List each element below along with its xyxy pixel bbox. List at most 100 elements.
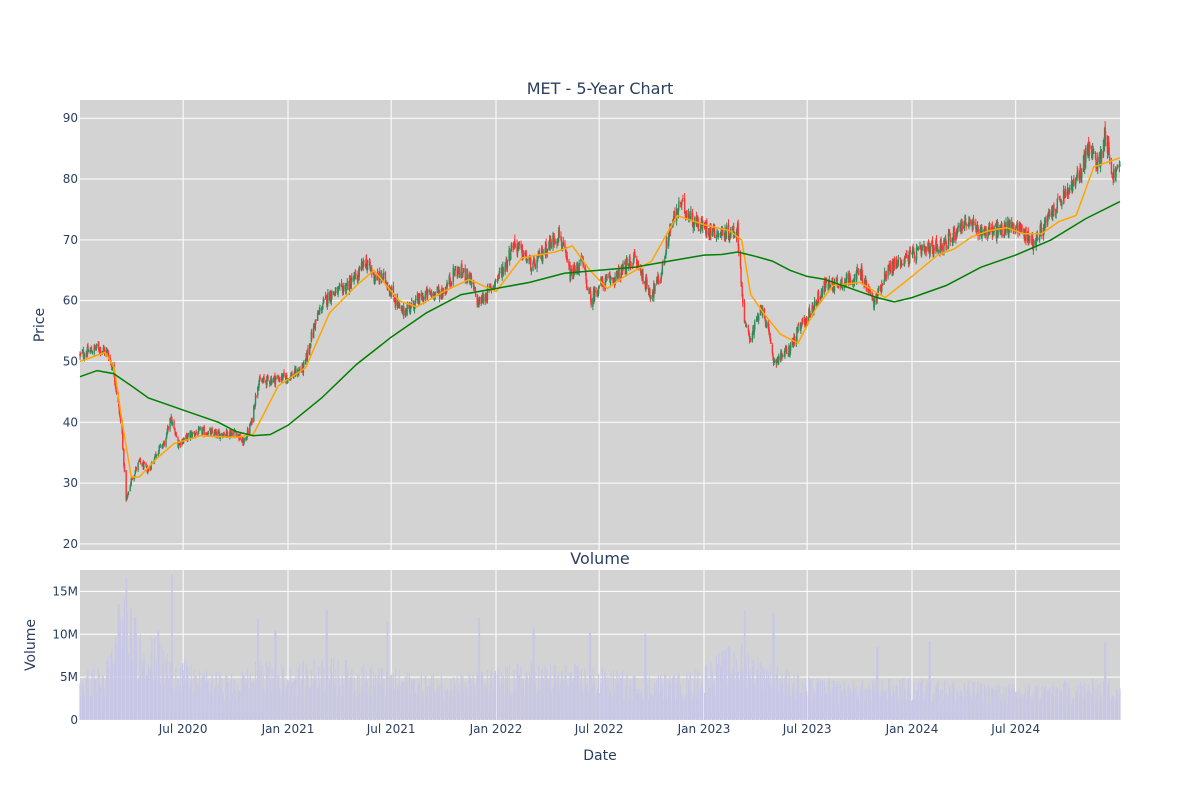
candle-body (636, 258, 638, 265)
candle-body (556, 241, 558, 244)
candle-body (1095, 158, 1097, 168)
volume-bar (413, 679, 416, 720)
candle-body (780, 351, 783, 353)
candle-body (327, 292, 329, 304)
volume-bar (247, 687, 249, 720)
candle-body (829, 285, 831, 287)
candle-body (883, 280, 885, 285)
price-y-axis-title: Price (32, 308, 48, 342)
candle-body (628, 263, 630, 267)
candle-body (863, 285, 865, 288)
candle-body (178, 442, 180, 446)
price-moving-averages (79, 157, 1121, 478)
candle-body (1077, 170, 1079, 179)
candle-body (137, 462, 139, 470)
candle-body (183, 438, 185, 440)
candle-body (165, 433, 168, 439)
candle-body (781, 356, 784, 358)
volume-bar (1035, 687, 1037, 720)
volume-bar (778, 690, 780, 720)
candle-body (728, 235, 731, 239)
volume-bar (1017, 692, 1019, 720)
candle-body (521, 244, 523, 258)
volume-bar (1081, 686, 1083, 720)
volume-bar (446, 688, 449, 720)
candle-body (174, 430, 176, 435)
candle-body (101, 351, 103, 353)
candle-body (486, 287, 489, 302)
volume-bar (953, 683, 955, 720)
candle-body (414, 299, 417, 301)
candle-body (207, 431, 209, 435)
candle-body (350, 282, 352, 289)
candle-body (249, 424, 251, 434)
candle-body (801, 320, 803, 324)
candle-body (233, 431, 235, 436)
candle-body (343, 285, 345, 290)
candle-body (669, 227, 671, 236)
candle-body (434, 292, 437, 294)
candle-body (564, 249, 567, 252)
candle-body (185, 435, 187, 440)
candle-body (478, 302, 480, 308)
volume-bar (195, 675, 197, 720)
candle-body (159, 444, 162, 446)
volume-bar (794, 698, 796, 720)
volume-bar (205, 670, 208, 720)
volume-bar (235, 698, 237, 720)
volume-bar (163, 683, 165, 720)
volume-bar (901, 678, 903, 720)
candle-body (330, 290, 332, 300)
candle-body (107, 353, 110, 359)
candle-body (622, 263, 624, 270)
candle-body (1080, 175, 1082, 181)
candle-body (739, 253, 742, 267)
candle-body (809, 314, 812, 316)
volume-bar (722, 650, 724, 720)
volume-bar (582, 695, 584, 720)
candle-body (877, 292, 879, 297)
candle-body (804, 325, 807, 327)
candle-body (532, 259, 535, 264)
candle-body (429, 293, 432, 295)
candle-body (936, 246, 939, 251)
candle-body (331, 291, 333, 299)
volume-bar (395, 667, 397, 720)
candle-body (201, 430, 204, 435)
candle-body (383, 273, 385, 275)
volume-bar (1085, 690, 1087, 720)
candle-body (307, 348, 309, 354)
volume-title: Volume (570, 549, 630, 568)
candle-body (103, 349, 106, 354)
candle-body (359, 267, 361, 270)
candle-body (452, 267, 454, 283)
candle-body (145, 466, 148, 468)
candle-body (552, 235, 554, 247)
candle-body (797, 324, 800, 326)
candle-body (960, 219, 963, 221)
candle-body (161, 444, 164, 448)
volume-bar (917, 682, 919, 720)
candle-body (916, 249, 918, 251)
candle-body (534, 263, 537, 270)
candle-body (373, 278, 376, 283)
candle-body (131, 477, 134, 480)
candle-body (833, 281, 836, 292)
candle-body (932, 247, 935, 256)
candle-body (632, 265, 634, 267)
candle-body (612, 280, 615, 282)
candle-body (558, 227, 560, 238)
candle-body (226, 431, 229, 437)
volume-bar (287, 680, 289, 720)
candle-body (258, 377, 261, 382)
candle-body (438, 290, 440, 293)
volume-bar (630, 685, 632, 720)
candle-body (675, 208, 678, 221)
volume-bar (510, 695, 512, 720)
candle-body (698, 229, 700, 231)
volume-bar (243, 675, 245, 720)
candle-body (398, 302, 400, 307)
volume-bar (594, 696, 596, 720)
candle-body (767, 322, 770, 329)
volume-bar (454, 697, 457, 720)
